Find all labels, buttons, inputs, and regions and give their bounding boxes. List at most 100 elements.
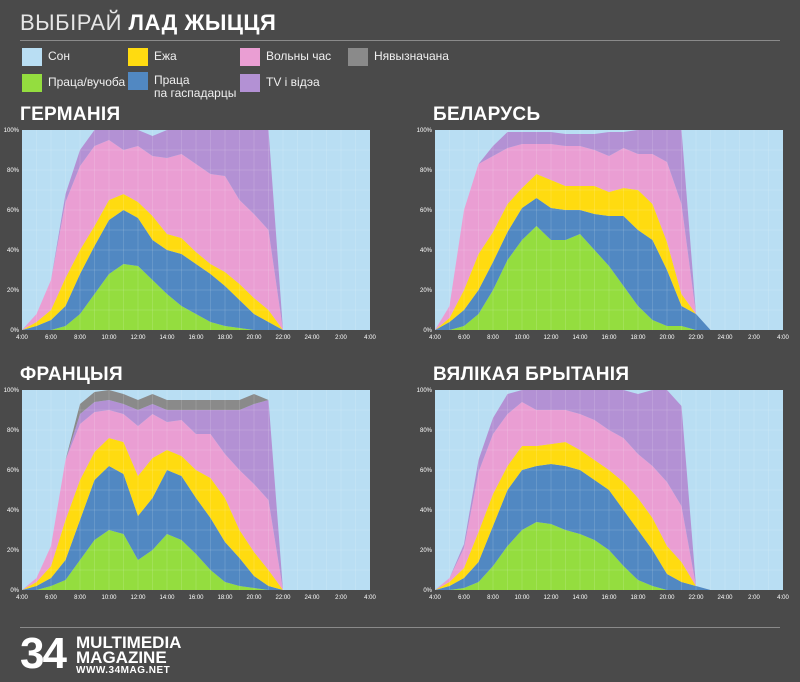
page-title-light: ВЫБІРАЙ xyxy=(20,10,122,35)
legend-label-eat: Ежа xyxy=(154,49,177,63)
x-tick-label: 4:00 xyxy=(16,335,28,341)
y-tick-label: 20% xyxy=(420,548,433,554)
x-tick-label: 8:00 xyxy=(487,595,499,601)
x-tick-label: 18:00 xyxy=(630,595,646,601)
x-tick-label: 20:00 xyxy=(659,335,675,341)
legend-swatch-household xyxy=(128,72,148,90)
legend-label-tv: TV і відэа xyxy=(266,75,320,89)
area-eat xyxy=(435,442,783,590)
y-tick-label: 20% xyxy=(7,548,20,554)
area-tv xyxy=(435,390,783,590)
x-tick-label: 10:00 xyxy=(514,335,530,341)
x-tick-label: 4:00 xyxy=(429,335,441,341)
logo-number: 34 xyxy=(20,629,67,678)
x-tick-label: 8:00 xyxy=(74,595,86,601)
y-tick-label: 60% xyxy=(420,468,433,474)
legend-label-undefined: Нявызначана xyxy=(374,49,449,63)
logo-brand: MULTIMEDIA MAGAZINE xyxy=(76,633,182,667)
top-divider xyxy=(20,40,780,41)
y-tick-label: 40% xyxy=(420,508,433,514)
chart-france: 0% 20% 40% 60% 80% 100% 4:00 6:00 8:00 10:00 12:00… xyxy=(4,388,377,601)
x-tick-label: 2:00 xyxy=(748,595,760,601)
x-tick-label: 24:00 xyxy=(304,595,320,601)
logo-url: WWW.34MAG.NET xyxy=(76,665,171,676)
panel-title-belarus: БЕЛАРУСЬ xyxy=(433,104,541,125)
legend: Сон Ежа Вольны час Нявызначана Праца/вуч… xyxy=(22,48,782,100)
area-household xyxy=(435,464,783,590)
y-tick-label: 100% xyxy=(4,128,20,134)
legend-item-household: Праца па гаспадарцы xyxy=(128,72,236,100)
x-tick-label: 18:00 xyxy=(630,335,646,341)
y-tick-label: 0% xyxy=(10,588,19,594)
legend-item-undefined: Нявызначана xyxy=(348,48,449,66)
x-tick-label: 8:00 xyxy=(487,335,499,341)
x-tick-label: 10:00 xyxy=(101,335,117,341)
area-work xyxy=(435,522,783,590)
x-tick-label: 22:00 xyxy=(275,335,291,341)
y-tick-label: 60% xyxy=(7,208,20,214)
x-tick-label: 4:00 xyxy=(777,595,789,601)
area-household xyxy=(22,210,370,330)
x-tick-label: 14:00 xyxy=(159,595,175,601)
legend-item-tv: TV і відэа xyxy=(240,74,320,92)
legend-label-sleep: Сон xyxy=(48,49,70,63)
panel-title-france: ФРАНЦЫЯ xyxy=(20,364,123,385)
x-tick-label: 12:00 xyxy=(543,595,559,601)
legend-swatch-eat xyxy=(128,48,148,66)
y-tick-label: 0% xyxy=(423,328,432,334)
bottom-divider xyxy=(20,627,780,628)
x-tick-label: 18:00 xyxy=(217,335,233,341)
y-tick-label: 100% xyxy=(417,388,433,394)
legend-item-sleep: Сон xyxy=(22,48,70,66)
x-tick-label: 18:00 xyxy=(217,595,233,601)
area-eat xyxy=(22,194,370,330)
x-tick-label: 16:00 xyxy=(601,335,617,341)
x-tick-label: 12:00 xyxy=(543,335,559,341)
legend-item-free: Вольны час xyxy=(240,48,331,66)
x-tick-label: 2:00 xyxy=(748,335,760,341)
x-tick-label: 24:00 xyxy=(717,595,733,601)
area-free xyxy=(22,410,370,590)
x-tick-label: 22:00 xyxy=(275,595,291,601)
chart-belarus: 0% 20% 40% 60% 80% 100% 4:00 6:00 8:00 10:00 12:00… xyxy=(417,128,790,341)
legend-swatch-tv xyxy=(240,74,260,92)
legend-item-work: Праца/вучоба xyxy=(22,74,125,92)
chart-uk: 0% 20% 40% 60% 80% 100% 4:00 6:00 8:00 10:00 12:00… xyxy=(417,388,790,601)
x-tick-label: 6:00 xyxy=(458,335,470,341)
x-tick-label: 4:00 xyxy=(364,595,376,601)
x-tick-label: 8:00 xyxy=(74,335,86,341)
y-tick-label: 60% xyxy=(7,468,20,474)
y-tick-label: 80% xyxy=(7,168,20,174)
x-tick-label: 16:00 xyxy=(188,595,204,601)
x-tick-label: 10:00 xyxy=(101,595,117,601)
y-tick-label: 80% xyxy=(420,428,433,434)
x-tick-label: 20:00 xyxy=(246,335,262,341)
area-work xyxy=(435,226,783,330)
x-tick-label: 6:00 xyxy=(45,595,57,601)
area-free xyxy=(435,402,783,590)
x-tick-label: 2:00 xyxy=(335,595,347,601)
legend-label-household: Праца па гаспадарцы xyxy=(154,73,237,100)
area-free xyxy=(22,140,370,330)
x-tick-label: 20:00 xyxy=(246,595,262,601)
x-tick-label: 16:00 xyxy=(601,595,617,601)
x-tick-label: 12:00 xyxy=(130,335,146,341)
area-work xyxy=(22,264,370,330)
x-tick-label: 24:00 xyxy=(304,335,320,341)
panel-title-germany: ГЕРМАНІЯ xyxy=(20,104,121,125)
y-tick-label: 100% xyxy=(4,388,20,394)
x-tick-label: 4:00 xyxy=(429,595,441,601)
area-free xyxy=(435,144,783,330)
y-tick-label: 0% xyxy=(10,328,19,334)
x-tick-label: 2:00 xyxy=(335,335,347,341)
area-work xyxy=(22,530,370,590)
x-tick-label: 12:00 xyxy=(130,595,146,601)
x-tick-label: 22:00 xyxy=(688,335,704,341)
x-tick-label: 10:00 xyxy=(514,595,530,601)
chart-germany: 0% 20% 40% 60% 80% 100% 4:00 6:00 8:00 10:00 12:00… xyxy=(4,128,377,341)
page-title-bold: ЛАД ЖЫЦЦЯ xyxy=(128,10,277,35)
x-tick-label: 14:00 xyxy=(159,335,175,341)
legend-swatch-undefined xyxy=(348,48,368,66)
x-tick-label: 20:00 xyxy=(659,595,675,601)
y-tick-label: 20% xyxy=(420,288,433,294)
